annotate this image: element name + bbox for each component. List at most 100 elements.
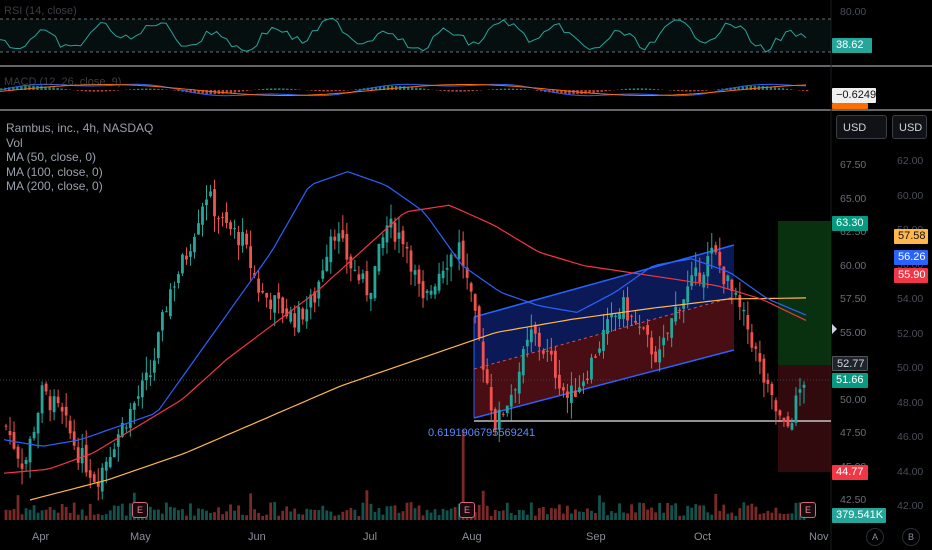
candle-body	[136, 396, 140, 399]
macd-hist-bar	[48, 86, 51, 90]
volume-bar	[481, 490, 485, 520]
rsi-band	[0, 19, 831, 52]
volume-bar	[698, 505, 702, 520]
volume-bar	[670, 505, 674, 520]
volume-bar	[521, 510, 525, 520]
volume-bar	[409, 502, 413, 520]
channel-lower-fill[interactable]	[474, 297, 734, 418]
volume-bar	[598, 495, 601, 520]
volume-bar	[433, 509, 437, 520]
volume-bar	[88, 503, 92, 520]
volume-bar	[754, 506, 758, 520]
macd-hist-bar	[588, 90, 591, 94]
candle-body	[28, 438, 32, 463]
candle-body	[305, 309, 309, 322]
candle-body	[88, 470, 92, 478]
legend-ma200[interactable]: MA (200, close, 0)	[6, 179, 103, 193]
macd-hist-bar	[741, 86, 744, 90]
candle-body	[36, 413, 40, 434]
candle-body	[341, 230, 345, 239]
candle-body	[545, 350, 549, 352]
legend-ma50[interactable]: MA (50, close, 0)	[6, 150, 97, 164]
candle-body	[60, 407, 64, 412]
volume-bar	[68, 512, 72, 520]
macd-hist-bar	[733, 87, 736, 90]
candle-body	[670, 318, 674, 338]
macd-hist-bar	[644, 88, 648, 90]
volume-bars	[4, 430, 806, 520]
candle-body	[233, 228, 236, 230]
volume-bar	[96, 513, 100, 520]
candle-body	[297, 306, 301, 332]
candle-body	[321, 270, 325, 279]
candle-body	[590, 357, 593, 380]
volume-bar	[104, 514, 108, 520]
macd-hist-bar	[439, 90, 442, 91]
volume-bar	[108, 510, 112, 520]
currency-button-left[interactable]: USD	[836, 115, 887, 139]
macd-hist-bar	[64, 89, 67, 90]
volume-bar	[750, 503, 754, 520]
volume-bar	[257, 512, 261, 520]
price-axis-label-secondary: 48.00	[897, 396, 924, 409]
channel-top-line[interactable]	[473, 244, 735, 318]
macd-hist-bar	[310, 90, 313, 91]
earnings-badge-aug[interactable]: E	[459, 502, 475, 518]
candle-body	[549, 350, 553, 355]
macd-hist-bar	[177, 90, 180, 92]
volume-bar	[509, 512, 513, 520]
volume-bar	[213, 512, 216, 520]
volume-bar	[201, 509, 204, 520]
candle-body	[116, 434, 120, 447]
candle-body	[217, 218, 220, 220]
price-axis-label-secondary: 46.00	[897, 431, 924, 443]
volume-bar	[20, 514, 24, 520]
candle-body	[790, 423, 794, 430]
candle-body	[197, 223, 200, 235]
earnings-badge-oct[interactable]: E	[800, 502, 816, 518]
rsi-title[interactable]: RSI (14, close)	[4, 5, 77, 17]
volume-bar	[686, 505, 690, 520]
legend-vol[interactable]: Vol	[6, 135, 23, 150]
legend-ma100[interactable]: MA (100, close, 0)	[6, 164, 103, 179]
volume-bar	[429, 512, 433, 520]
scroll-right-arrow[interactable]	[832, 324, 837, 334]
macd-hist-bar	[681, 90, 684, 92]
log-scale-button[interactable]: B	[902, 528, 920, 546]
macd-title[interactable]: MACD (12, 26, close, 9)	[4, 76, 122, 88]
volume-bar	[269, 502, 273, 520]
position-loss-zone[interactable]	[778, 365, 831, 472]
macd-hist-bar	[427, 89, 430, 90]
earnings-badge-may[interactable]: E	[132, 502, 148, 518]
candle-body	[642, 327, 645, 329]
macd-hist-bar	[584, 90, 587, 94]
legend-symbol[interactable]: Rambus, inc., 4h, NASDAQ	[6, 121, 154, 135]
macd-hist-bar	[286, 88, 289, 90]
volume-bar	[694, 504, 698, 520]
price-axis-label-secondary: 60.00	[897, 189, 924, 202]
candle-body	[774, 400, 778, 412]
macd-hist-bar	[636, 88, 640, 90]
volume-bar	[377, 508, 381, 520]
volume-bar	[173, 507, 176, 520]
macd-hist-bar	[326, 90, 329, 92]
channel-bottom-line[interactable]	[473, 349, 735, 419]
macd-hist-bar	[44, 86, 47, 90]
position-profit-zone[interactable]	[778, 221, 831, 365]
volume-bar	[361, 502, 365, 520]
candle-body	[634, 320, 637, 323]
macd-hist-bar	[773, 87, 777, 90]
candle-body	[229, 222, 232, 230]
price-axis-label: 65.00	[840, 192, 867, 205]
volume-bar	[505, 502, 509, 520]
candle-body	[766, 379, 770, 384]
auto-scale-button[interactable]: A	[866, 528, 884, 546]
candle-body	[173, 286, 176, 288]
macd-hist-bar	[128, 89, 132, 90]
candle-body	[646, 325, 650, 335]
macd-hist-bar	[475, 90, 478, 91]
currency-button-right[interactable]: USD	[892, 115, 927, 139]
volume-bar	[658, 502, 662, 520]
volume-bar	[197, 508, 200, 520]
